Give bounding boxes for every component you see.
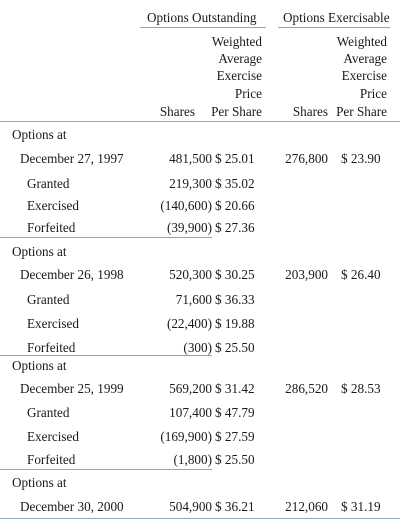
col-price-line-5: Per Share (211, 104, 262, 119)
row-ex-price: $ 31.19 (341, 499, 381, 514)
row-price: $ 27.36 (215, 220, 255, 235)
row-label: Exercised (27, 198, 79, 213)
row-label: December 27, 1997 (20, 151, 124, 166)
row-label: Granted (27, 176, 70, 191)
row-price: $ 36.21 (215, 499, 255, 514)
row-label: Forfeited (27, 220, 76, 235)
row-shares: (140,600) (160, 198, 212, 213)
col-price-line-4: Price (234, 86, 262, 101)
row-ex-price: $ 23.90 (341, 151, 381, 166)
row-price: $ 19.88 (215, 316, 255, 331)
ex-shares-header: Shares (292, 104, 328, 119)
row-label: December 25, 1999 (20, 381, 124, 396)
col-price-line-2: Average (218, 51, 262, 66)
row-shares: 520,300 (169, 267, 212, 282)
header-options-outstanding: Options Outstanding (147, 10, 257, 25)
row-ex-shares: 203,900 (285, 267, 328, 282)
section-title: Options at (12, 475, 67, 490)
header-rule-outstanding (140, 27, 266, 28)
table-bottom-rule (0, 518, 400, 519)
row-shares: 71,600 (175, 292, 212, 307)
row-shares: 504,900 (169, 499, 212, 514)
section-rule (0, 355, 212, 356)
row-price: $ 27.59 (215, 429, 255, 444)
row-shares: 481,500 (169, 151, 212, 166)
row-shares: (22,400) (166, 316, 212, 331)
section-rule (0, 237, 212, 238)
row-shares: 107,400 (169, 405, 212, 420)
row-shares: (1,800) (173, 452, 212, 467)
row-price: $ 25.50 (215, 340, 255, 355)
row-price: $ 47.79 (215, 405, 255, 420)
col-price-line-1: Weighted (211, 34, 262, 49)
row-label: Exercised (27, 316, 79, 331)
row-label: Granted (27, 405, 70, 420)
row-price: $ 30.25 (215, 267, 255, 282)
row-label: Granted (27, 292, 70, 307)
row-ex-shares: 276,800 (285, 151, 328, 166)
header-options-exercisable: Options Exercisable (283, 10, 390, 25)
row-ex-price: $ 26.40 (341, 267, 381, 282)
ex-price-line-2: Average (343, 51, 387, 66)
row-label: Forfeited (27, 452, 76, 467)
row-price: $ 35.02 (215, 176, 255, 191)
ex-price-line-5: Per Share (336, 104, 387, 119)
section-title: Options at (12, 358, 67, 373)
row-shares: 569,200 (169, 381, 212, 396)
row-price: $ 31.42 (215, 381, 255, 396)
row-price: $ 25.50 (215, 452, 255, 467)
section-rule (0, 469, 212, 470)
row-ex-price: $ 28.53 (341, 381, 381, 396)
row-shares: (39,900) (166, 220, 212, 235)
ex-price-line-4: Price (359, 86, 387, 101)
ex-price-line-1: Weighted (336, 34, 387, 49)
row-shares: (300) (183, 340, 212, 355)
col-price-line-3: Exercise (216, 68, 262, 83)
row-price: $ 36.33 (215, 292, 255, 307)
col-shares-header: Shares (159, 104, 195, 119)
row-label: December 26, 1998 (20, 267, 124, 282)
row-label: Exercised (27, 429, 79, 444)
header-bottom-rule (0, 121, 400, 122)
ex-price-line-3: Exercise (341, 68, 387, 83)
row-shares: 219,300 (169, 176, 212, 191)
section-title: Options at (12, 244, 67, 259)
row-label: December 30, 2000 (20, 499, 124, 514)
row-label: Forfeited (27, 340, 76, 355)
row-ex-shares: 212,060 (285, 499, 328, 514)
row-ex-shares: 286,520 (285, 381, 328, 396)
row-shares: (169,900) (160, 429, 212, 444)
header-rule-exercisable (278, 27, 390, 28)
row-price: $ 20.66 (215, 198, 255, 213)
row-price: $ 25.01 (215, 151, 255, 166)
section-title: Options at (12, 127, 67, 142)
